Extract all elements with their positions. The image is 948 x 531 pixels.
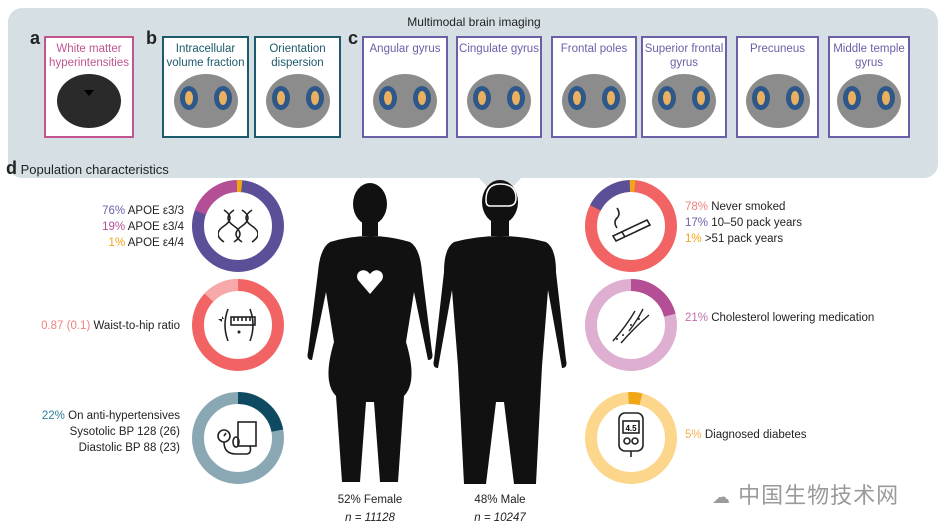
brain-scan-image bbox=[837, 74, 901, 128]
cholesterol-segment bbox=[585, 279, 677, 371]
apoe-legend: 76% APOE ε3/3 19% APOE ε3/4 1% APOE ε4/4 bbox=[4, 203, 184, 251]
bp-pct: 22% bbox=[41, 410, 65, 422]
diabetes-donut bbox=[585, 392, 677, 484]
pack-10-50-label: 10–50 pack years bbox=[711, 217, 803, 229]
waist-measure-icon bbox=[218, 308, 256, 342]
waist-segment bbox=[192, 279, 284, 371]
imaging-box: Precuneus bbox=[736, 36, 819, 138]
apoe-donut bbox=[192, 180, 284, 272]
pack-10-50-pct: 17% bbox=[685, 217, 709, 229]
section-d-title: d Population characteristics bbox=[6, 158, 169, 179]
imaging-box-label: Angular gyrus bbox=[369, 43, 441, 55]
cholesterol-donut bbox=[585, 279, 677, 371]
imaging-box-label: White matter hyperintensities bbox=[49, 43, 129, 69]
panel-letter-c: c bbox=[348, 28, 359, 48]
imaging-box-label: Superior frontal gyrus bbox=[644, 43, 724, 69]
glucose-meter-icon: 4.5 bbox=[618, 412, 644, 457]
imaging-box: Angular gyrus bbox=[362, 36, 448, 138]
never-smoked-label: Never smoked bbox=[711, 201, 786, 213]
imaging-box: Middle temple gyrus bbox=[828, 36, 910, 138]
watermark-text: 中国生物技术网 bbox=[738, 483, 900, 508]
bp-donut bbox=[192, 392, 284, 484]
waist-legend: 0.87 (0.1) Waist-to-hip ratio bbox=[0, 318, 180, 334]
population-title: Population characteristics bbox=[20, 162, 169, 177]
panel-letter-d: d bbox=[6, 158, 17, 178]
imaging-box-label: Precuneus bbox=[750, 43, 805, 55]
smoking-segment bbox=[585, 180, 677, 272]
apoe-34-pct: 19% bbox=[102, 221, 126, 233]
imaging-box-label: Orientation dispersion bbox=[269, 43, 326, 69]
brain-scan-image bbox=[265, 74, 330, 128]
male-silhouette bbox=[433, 180, 567, 484]
apoe-44-label: APOE ε4/4 bbox=[127, 237, 184, 249]
waist-label: Waist-to-hip ratio bbox=[93, 320, 181, 332]
cigarette-icon bbox=[611, 207, 652, 243]
female-label: 52% Female bbox=[337, 494, 403, 506]
diabetes-pct: 5% bbox=[685, 429, 702, 441]
imaging-box-label: Middle temple gyrus bbox=[833, 43, 905, 69]
imaging-box-label: Cingulate gyrus bbox=[459, 43, 539, 55]
smoking-legend: 78% Never smoked 17% 10–50 pack years 1%… bbox=[685, 199, 945, 247]
apoe-segment bbox=[192, 180, 284, 272]
smoking-donut bbox=[585, 180, 677, 272]
meter-reading: 4.5 bbox=[625, 424, 637, 433]
apoe-33-pct: 76% bbox=[102, 205, 126, 217]
female-n: n = 11128 bbox=[345, 512, 395, 524]
imaging-box: Cingulate gyrus bbox=[456, 36, 542, 138]
male-stats: 48% Male n = 10247 bbox=[440, 491, 560, 527]
brain-scan-image bbox=[173, 74, 238, 128]
imaging-box: Frontal poles bbox=[551, 36, 637, 138]
apoe-44-pct: 1% bbox=[108, 237, 126, 249]
diastolic-bp: Diastolic BP 88 (23) bbox=[78, 442, 180, 454]
watermark: ☁ 中国生物技术网 bbox=[712, 478, 899, 510]
cholesterol-label: Cholesterol lowering medication bbox=[711, 312, 875, 324]
waist-donut bbox=[192, 279, 284, 371]
brain-icon bbox=[485, 183, 517, 207]
never-smoked-pct: 78% bbox=[685, 201, 709, 213]
brain-scan-image bbox=[373, 74, 437, 128]
imaging-box: White matter hyperintensities bbox=[44, 36, 134, 138]
imaging-box: Orientation dispersion bbox=[254, 36, 341, 138]
panel-letter-a: a bbox=[30, 28, 41, 48]
heart-icon bbox=[357, 270, 383, 294]
brain-scan-image bbox=[745, 74, 810, 128]
diabetes-segment bbox=[585, 392, 677, 484]
imaging-box: Intracellular volume fraction bbox=[162, 36, 249, 138]
male-label: 48% Male bbox=[474, 494, 526, 506]
diabetes-label: Diagnosed diabetes bbox=[704, 429, 807, 441]
male-n: n = 10247 bbox=[474, 512, 526, 524]
cholesterol-pct: 21% bbox=[685, 312, 709, 324]
cholesterol-legend: 21% Cholesterol lowering medication bbox=[685, 310, 945, 326]
female-stats: 52% Female n = 11128 bbox=[310, 491, 430, 527]
panel-letter-b: b bbox=[146, 28, 157, 48]
imaging-title: Multimodal brain imaging bbox=[407, 15, 541, 29]
imaging-box: Superior frontal gyrus bbox=[641, 36, 727, 138]
bp-label: On anti-hypertensives bbox=[68, 410, 180, 422]
imaging-box-label: Intracellular volume fraction bbox=[166, 43, 245, 69]
wechat-icon: ☁ bbox=[712, 487, 731, 507]
artery-icon bbox=[612, 308, 650, 344]
pack-51-pct: 1% bbox=[685, 233, 702, 245]
systolic-bp: Sysotolic BP 128 (26) bbox=[69, 426, 180, 438]
blood-pressure-icon bbox=[217, 421, 257, 455]
bp-segment bbox=[192, 392, 284, 484]
brain-scan-image bbox=[652, 74, 716, 128]
waist-value: 0.87 (0.1) bbox=[41, 320, 91, 332]
diabetes-legend: 5% Diagnosed diabetes bbox=[685, 427, 945, 443]
female-silhouette bbox=[307, 183, 433, 482]
brain-scan-image bbox=[562, 74, 626, 128]
pack-51-label: >51 pack years bbox=[704, 233, 784, 245]
dna-icon bbox=[218, 209, 258, 243]
apoe-34-label: APOE ε3/4 bbox=[127, 221, 184, 233]
brain-scan-image bbox=[57, 74, 121, 128]
brain-scan-image bbox=[467, 74, 531, 128]
imaging-box-label: Frontal poles bbox=[560, 43, 628, 55]
bp-legend: 22% On anti-hypertensives Sysotolic BP 1… bbox=[0, 408, 180, 456]
apoe-33-label: APOE ε3/3 bbox=[127, 205, 184, 217]
